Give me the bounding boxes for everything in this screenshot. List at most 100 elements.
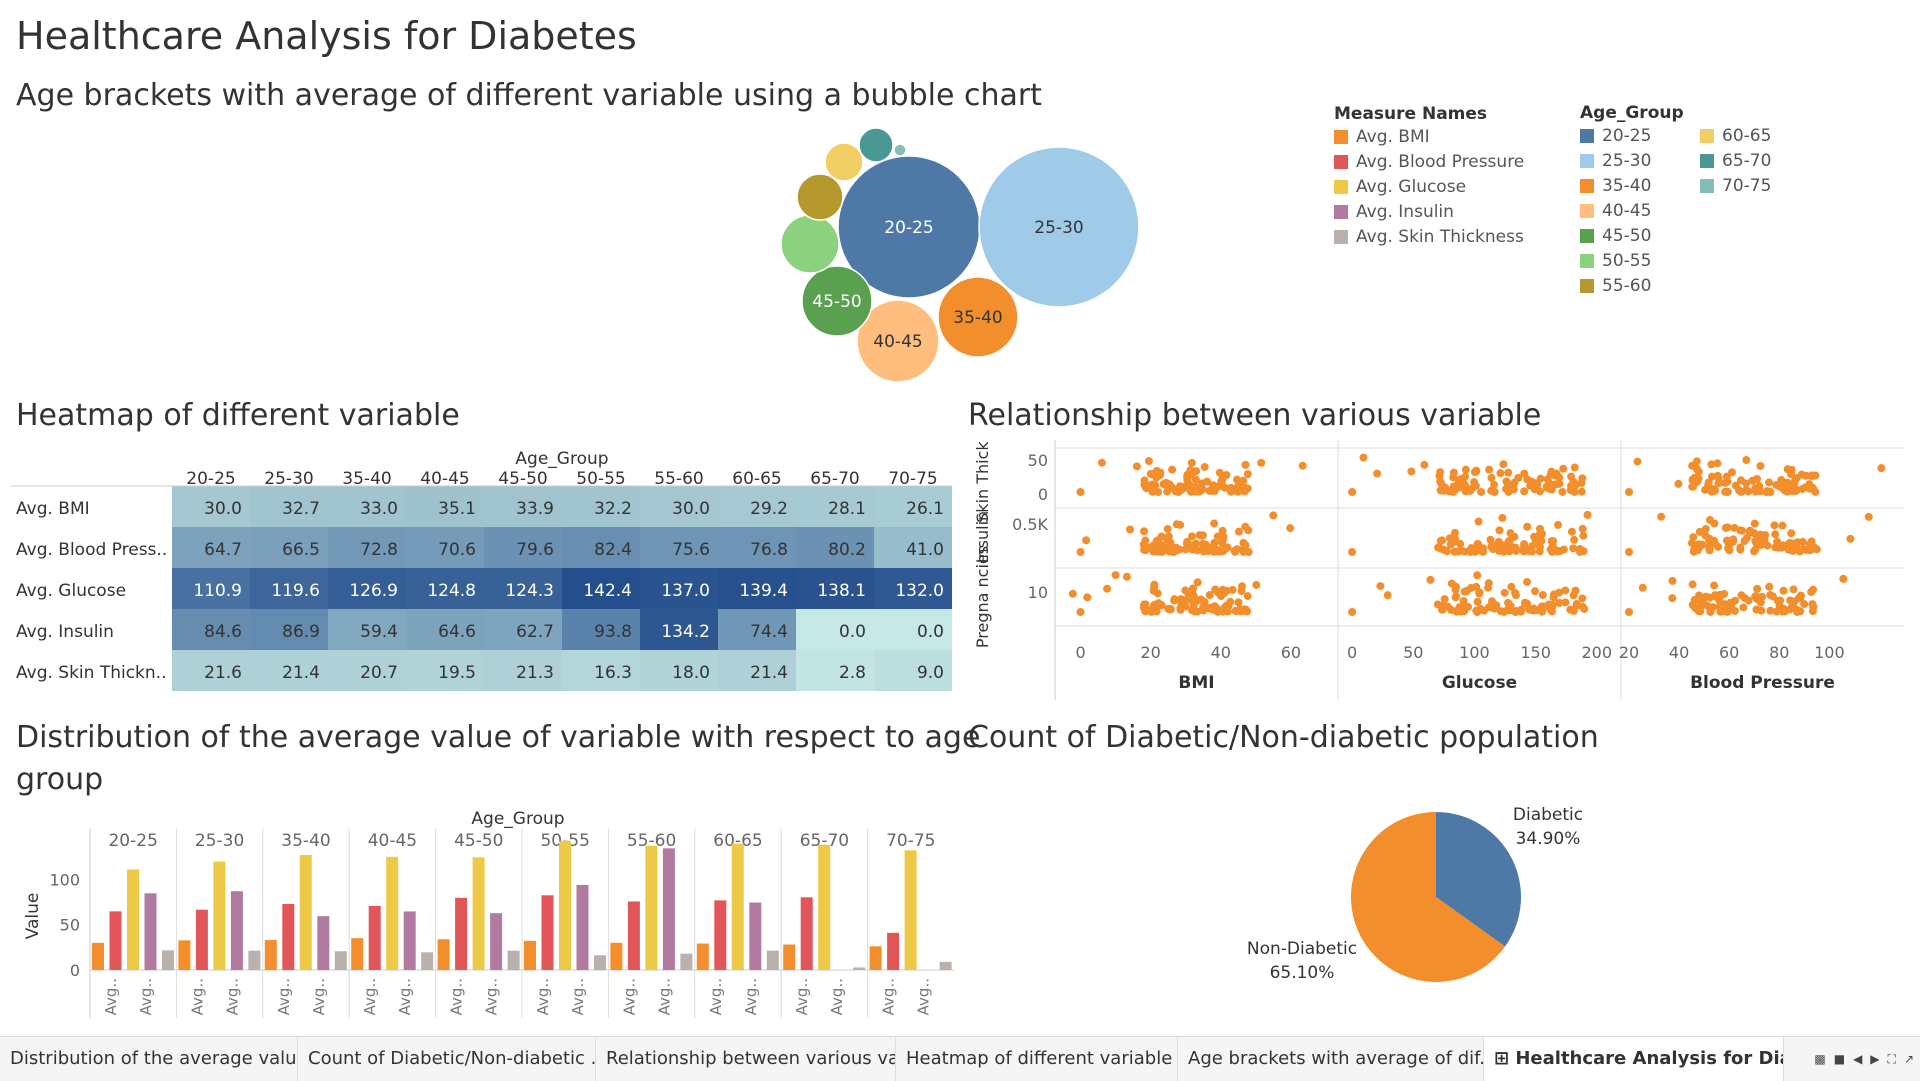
age-legend-item[interactable]: 55-60 xyxy=(1580,273,1700,298)
bar[interactable] xyxy=(853,967,866,970)
bar[interactable] xyxy=(610,942,623,970)
bubble-55-60[interactable] xyxy=(796,173,844,221)
bar[interactable] xyxy=(162,950,174,970)
bar[interactable] xyxy=(437,939,450,970)
heatmap-cell[interactable] xyxy=(328,486,406,527)
bar[interactable] xyxy=(696,943,709,970)
bubble-40-45[interactable] xyxy=(856,299,940,383)
show-filmstrip-icon[interactable]: ▩ xyxy=(1814,1052,1826,1066)
heatmap-cell[interactable] xyxy=(640,609,718,650)
heatmap-cell[interactable] xyxy=(718,609,796,650)
fullscreen-icon[interactable]: ⛶ xyxy=(1887,1051,1896,1066)
bar[interactable] xyxy=(576,884,589,970)
age-legend-item[interactable]: 40-45 xyxy=(1580,198,1700,223)
age-legend-item[interactable]: 45-50 xyxy=(1580,223,1700,248)
heatmap-cell[interactable] xyxy=(796,527,874,568)
heatmap-cell[interactable] xyxy=(328,568,406,609)
heatmap-cell[interactable] xyxy=(718,527,796,568)
heatmap-cell[interactable] xyxy=(562,568,640,609)
heatmap-cell[interactable] xyxy=(172,486,250,527)
bubble-70-75[interactable] xyxy=(893,143,907,157)
bar[interactable] xyxy=(645,845,658,970)
prev-tab-icon[interactable]: ◀ xyxy=(1853,1052,1863,1066)
bar[interactable] xyxy=(507,950,520,970)
bar[interactable] xyxy=(869,946,882,970)
bar[interactable] xyxy=(334,951,347,970)
show-tabs-icon[interactable]: ■ xyxy=(1833,1052,1846,1066)
bar[interactable] xyxy=(386,856,399,970)
bar[interactable] xyxy=(818,844,831,970)
tab-3[interactable]: Heatmap of different variable xyxy=(896,1037,1178,1081)
heatmap-cell[interactable] xyxy=(172,650,250,691)
bar[interactable] xyxy=(455,897,468,970)
tab-5[interactable]: ⊞ Healthcare Analysis for Diab... xyxy=(1484,1037,1784,1081)
heatmap-cell[interactable] xyxy=(250,568,328,609)
heatmap-cell[interactable] xyxy=(874,650,952,691)
age-legend-item[interactable]: 65-70 xyxy=(1700,148,1800,173)
bar[interactable] xyxy=(299,854,312,970)
bubble-25-30[interactable] xyxy=(978,146,1140,308)
heatmap-cell[interactable] xyxy=(484,650,562,691)
bar[interactable] xyxy=(213,861,226,970)
bar[interactable] xyxy=(230,891,243,970)
heatmap-cell[interactable] xyxy=(172,568,250,609)
bar[interactable] xyxy=(783,944,796,970)
measure-legend-item[interactable]: Avg. Skin Thickness xyxy=(1334,224,1524,249)
heatmap-cell[interactable] xyxy=(718,650,796,691)
heatmap-cell[interactable] xyxy=(328,650,406,691)
next-tab-icon[interactable]: ▶ xyxy=(1870,1052,1880,1066)
bar[interactable] xyxy=(662,848,675,970)
heatmap-cell[interactable] xyxy=(484,527,562,568)
measure-legend-item[interactable]: Avg. Glucose xyxy=(1334,174,1524,199)
tab-0[interactable]: Distribution of the average value... xyxy=(0,1037,298,1081)
heatmap-cell[interactable] xyxy=(640,568,718,609)
heatmap-cell[interactable] xyxy=(874,486,952,527)
bubble-50-55[interactable] xyxy=(780,214,840,274)
tab-2[interactable]: Relationship between various va... xyxy=(596,1037,896,1081)
heatmap-cell[interactable] xyxy=(562,486,640,527)
heatmap-cell[interactable] xyxy=(406,527,484,568)
measure-legend-item[interactable]: Avg. Insulin xyxy=(1334,199,1524,224)
bar[interactable] xyxy=(264,940,277,970)
bar[interactable] xyxy=(127,869,139,970)
bar[interactable] xyxy=(368,905,381,970)
tab-4[interactable]: Age brackets with average of dif... xyxy=(1178,1037,1484,1081)
heatmap-cell[interactable] xyxy=(406,568,484,609)
bar[interactable] xyxy=(490,913,503,970)
heatmap-cell[interactable] xyxy=(874,527,952,568)
heatmap-cell[interactable] xyxy=(796,609,874,650)
heatmap-cell[interactable] xyxy=(406,609,484,650)
bar[interactable] xyxy=(524,940,536,970)
bar[interactable] xyxy=(559,840,571,970)
bubble-65-70[interactable] xyxy=(858,127,894,163)
bar[interactable] xyxy=(282,903,295,970)
heatmap-cell[interactable] xyxy=(796,568,874,609)
age-legend-item[interactable]: 25-30 xyxy=(1580,148,1700,173)
bar[interactable] xyxy=(731,843,744,970)
heatmap-cell[interactable] xyxy=(874,568,952,609)
bubble-45-50[interactable] xyxy=(801,265,873,337)
heatmap-cell[interactable] xyxy=(718,486,796,527)
heatmap-cell[interactable] xyxy=(484,568,562,609)
bar[interactable] xyxy=(248,950,261,970)
heatmap-cell[interactable] xyxy=(640,486,718,527)
bar[interactable] xyxy=(541,895,554,970)
heatmap-cell[interactable] xyxy=(328,609,406,650)
heatmap-cell[interactable] xyxy=(796,486,874,527)
pie-slice-diabetic[interactable] xyxy=(1436,812,1521,947)
tab-1[interactable]: Count of Diabetic/Non-diabetic ... xyxy=(298,1037,596,1081)
age-legend-item[interactable]: 50-55 xyxy=(1580,248,1700,273)
heatmap-cell[interactable] xyxy=(328,527,406,568)
bar[interactable] xyxy=(766,950,779,970)
age-legend-item[interactable]: 60-65 xyxy=(1700,123,1800,148)
age-legend-item[interactable]: 70-75 xyxy=(1700,173,1800,198)
bar[interactable] xyxy=(680,953,693,970)
heatmap-cell[interactable] xyxy=(406,486,484,527)
heatmap-cell[interactable] xyxy=(250,486,328,527)
bar[interactable] xyxy=(421,952,434,970)
bubble-60-65[interactable] xyxy=(824,142,864,182)
bar[interactable] xyxy=(939,961,952,970)
pie-slice-non-diabetic[interactable] xyxy=(1351,812,1506,982)
bar[interactable] xyxy=(904,850,917,970)
bar[interactable] xyxy=(351,938,364,970)
